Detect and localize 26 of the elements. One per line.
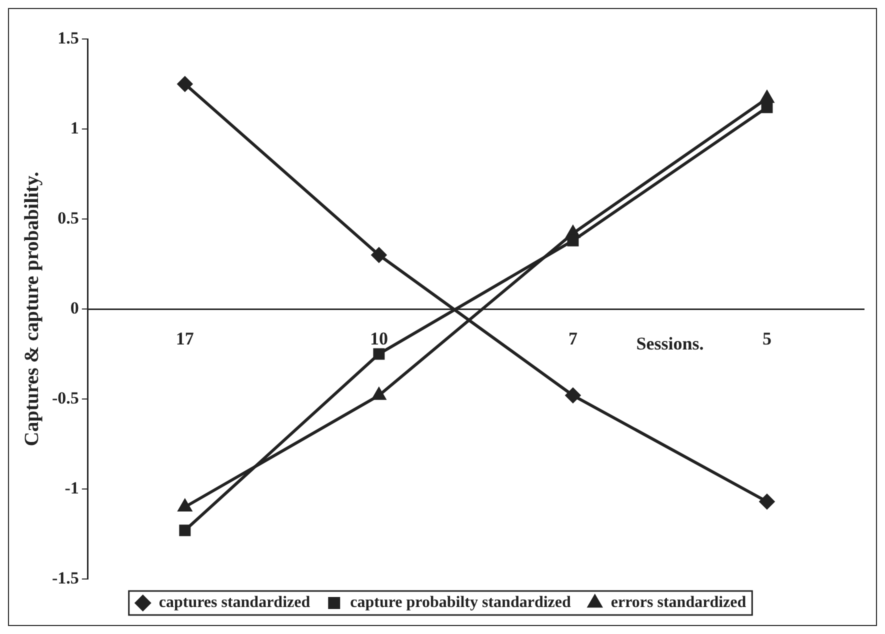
point [371, 248, 386, 262]
y-tick-label: -1 [64, 478, 79, 498]
x-axis-title: Sessions. [636, 334, 704, 354]
x-tick-label: 7 [568, 328, 578, 348]
y-tick-label: -1.5 [52, 568, 79, 588]
legend-label: errors standardized [610, 594, 746, 612]
legend-label: captures standardized [158, 594, 310, 612]
point [761, 102, 773, 114]
point [178, 500, 192, 512]
y-tick-label: -0.5 [52, 388, 79, 408]
x-tick-label: 17 [176, 328, 194, 348]
point [760, 90, 774, 103]
point [372, 388, 386, 400]
point [759, 494, 774, 510]
point [373, 348, 385, 360]
y-tick-label: 0 [70, 298, 79, 318]
legend-label: capture probabilty standardized [350, 594, 571, 612]
y-axis-title: Captures & capture probability. [21, 172, 44, 446]
point [565, 388, 580, 403]
x-tick-label: 5 [762, 328, 772, 348]
y-tick-label: 0.5 [58, 208, 79, 228]
point [177, 76, 192, 92]
x-tick-label: 10 [370, 328, 388, 348]
y-tick-label: 1 [70, 118, 79, 138]
y-tick-label: 1.5 [58, 28, 79, 48]
point [179, 524, 191, 536]
